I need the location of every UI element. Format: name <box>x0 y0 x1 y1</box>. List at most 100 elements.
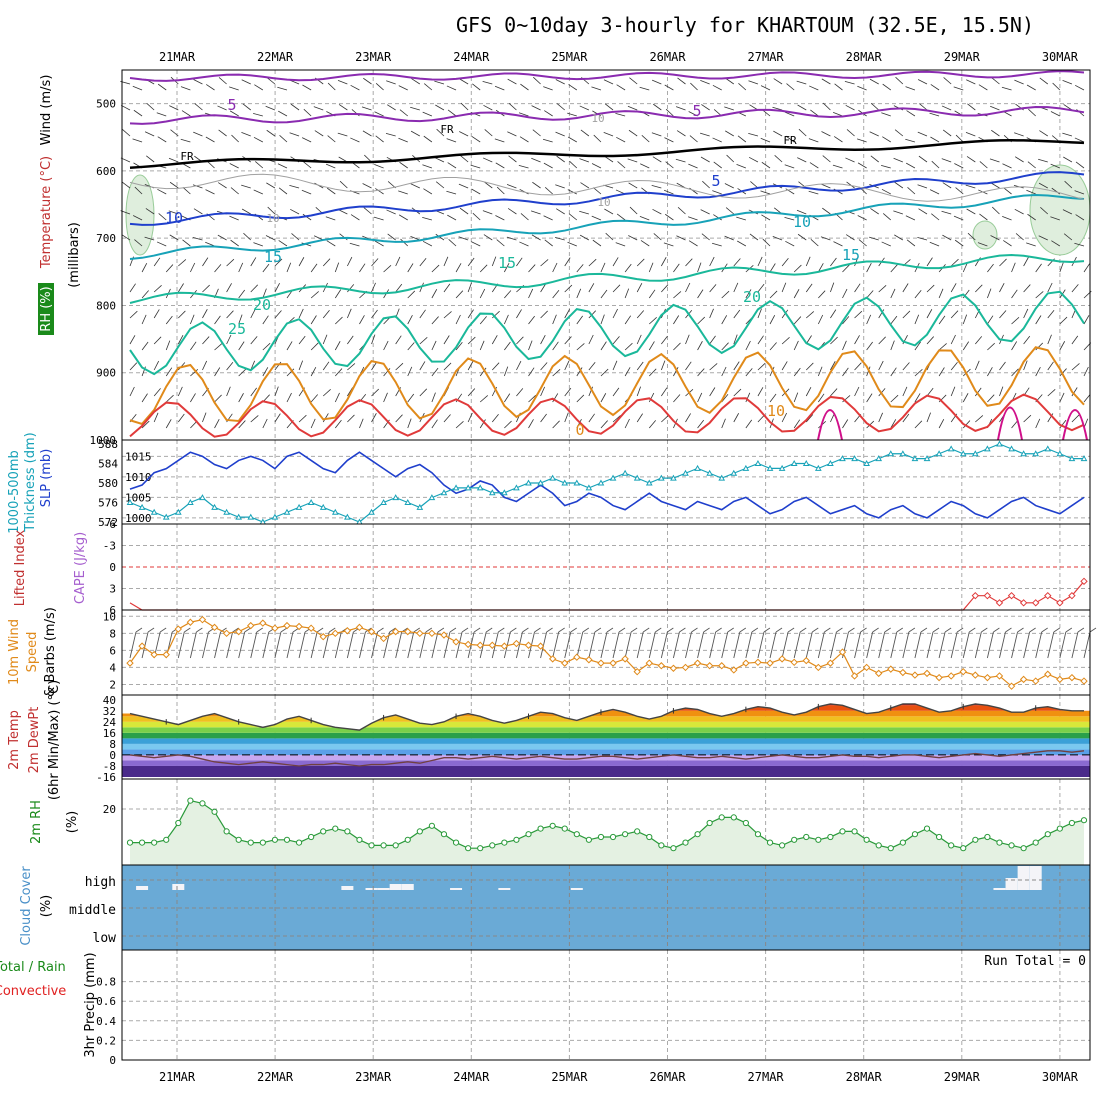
wind-barb <box>914 314 920 325</box>
wind-barb <box>301 189 312 195</box>
wind-barb <box>230 239 239 247</box>
wind-barb <box>347 335 354 345</box>
contour-label: 5 <box>227 96 236 114</box>
wind-barb <box>653 233 662 241</box>
wind-barb <box>712 190 722 195</box>
wind-barb <box>298 257 305 267</box>
wind-speed-marker <box>959 667 967 676</box>
wind-barb <box>830 336 838 345</box>
wind-speed-marker <box>995 672 1004 680</box>
rh-marker <box>682 839 689 846</box>
wind-barb <box>434 157 445 163</box>
wind-barb <box>616 84 626 91</box>
y-tick-label: 800 <box>96 299 116 312</box>
wind-barb <box>962 631 970 659</box>
wind-barb <box>170 129 179 137</box>
wind-barb <box>262 288 267 299</box>
wind-barb <box>769 263 776 273</box>
wind-barb <box>1074 84 1085 91</box>
wind-barb <box>1062 209 1073 215</box>
wind-barb <box>612 387 620 397</box>
wind-speed-marker <box>814 663 823 672</box>
wind-barb <box>1038 235 1048 241</box>
rh-marker <box>803 833 810 841</box>
wind-barb <box>419 361 426 371</box>
wind-barb <box>724 183 734 189</box>
wind-barb <box>410 183 420 189</box>
wind-barb <box>691 627 698 633</box>
wind-barb <box>966 156 976 163</box>
wind-barb <box>447 214 457 221</box>
wind-barb <box>687 216 698 221</box>
thickness-marker <box>827 459 834 466</box>
wind-speed-marker <box>790 658 798 667</box>
wind-barb <box>600 262 606 273</box>
wind-barb <box>467 388 476 397</box>
wind-barb <box>202 631 209 659</box>
thickness-marker <box>863 459 870 466</box>
wind-barb <box>588 631 596 659</box>
wind-barb <box>676 130 686 137</box>
wind-barb <box>446 138 457 143</box>
wind-barb <box>214 367 221 377</box>
rh-marker <box>827 833 834 841</box>
wind-barb <box>277 163 288 169</box>
wind-barb <box>431 316 439 325</box>
wind-barb <box>612 631 620 659</box>
wind-barb <box>725 207 735 215</box>
rh-marker <box>670 845 677 852</box>
wind-barb <box>796 209 807 215</box>
cloud-gap <box>993 888 1006 890</box>
wind-barb <box>253 242 263 247</box>
wind-barb <box>797 157 807 163</box>
thickness-marker <box>996 440 1003 447</box>
thickness-marker <box>609 474 617 481</box>
wind-barb <box>866 290 874 299</box>
wind-barb <box>1023 257 1029 267</box>
wind-barb <box>677 207 686 215</box>
wind-barb <box>256 627 264 633</box>
y-tick-label: 0.2 <box>96 1034 116 1047</box>
wind-barb <box>132 215 143 221</box>
wind-barb <box>612 257 619 267</box>
wind-barb <box>218 77 227 85</box>
wind-barb <box>422 111 433 117</box>
temp-band <box>122 721 1090 728</box>
wind-barb <box>857 215 867 221</box>
wind-barb <box>467 361 474 371</box>
wind-barb <box>1047 631 1055 659</box>
wind-barb <box>447 109 457 117</box>
wind-barb <box>999 386 1004 397</box>
wind-barb <box>1002 216 1012 221</box>
wind-barb <box>504 420 512 429</box>
wind-barb <box>386 80 396 85</box>
date-label: 24MAR <box>453 50 490 64</box>
wind-barb <box>636 310 645 319</box>
wind-speed-marker <box>766 659 774 667</box>
wind-barb <box>455 290 464 299</box>
wind-barb <box>274 258 283 267</box>
wind-barb <box>443 311 452 319</box>
wind-barb <box>895 76 904 85</box>
thickness-marker <box>464 484 472 491</box>
rh-marker <box>525 831 532 838</box>
wind-barb <box>564 309 570 319</box>
wind-barb <box>1052 82 1061 91</box>
y-tick-label: 580 <box>98 477 118 490</box>
wind-barb <box>132 138 143 143</box>
wind-barb <box>978 84 988 91</box>
wind-barb <box>507 78 517 85</box>
rh-marker <box>308 833 315 841</box>
wind-barb <box>629 206 638 215</box>
wind-barb <box>567 241 577 247</box>
wind-speed-marker <box>838 648 847 656</box>
wind-barb <box>805 631 813 659</box>
wind-barb <box>810 109 819 117</box>
date-label: 29MAR <box>944 1070 981 1084</box>
wind-speed-marker <box>718 662 726 670</box>
wind-barb <box>660 257 667 267</box>
thickness-marker <box>488 489 496 496</box>
wind-barb <box>255 161 264 169</box>
wind-barb <box>298 335 306 345</box>
